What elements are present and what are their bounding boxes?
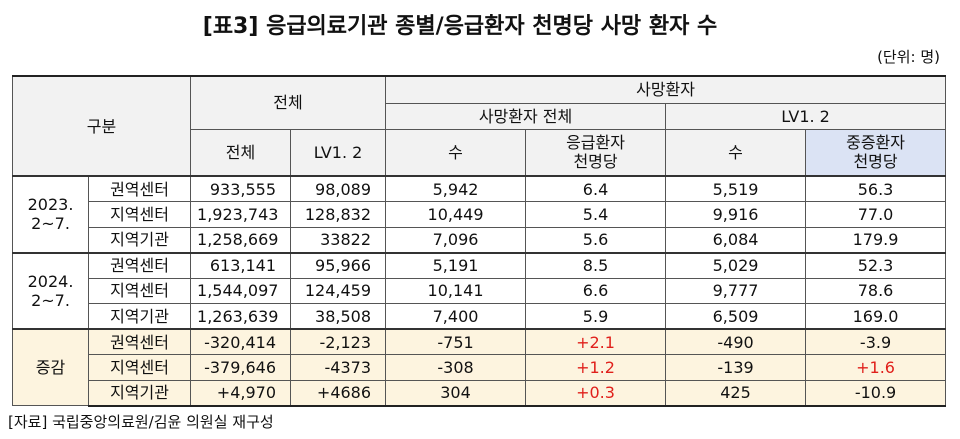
table-cell: 1,263,639: [190, 303, 292, 330]
table-cell: -2,123: [290, 328, 387, 355]
table-row: 지역센터 1,923,743 128,832 10,449 5.4 9,916 77.0: [13, 201, 947, 228]
table-cell: -139: [665, 354, 807, 381]
group-label: 2024. 2~7.: [12, 251, 89, 330]
header-cell: 사망환자 전체: [385, 102, 667, 130]
table-cell: 124,459: [290, 277, 387, 304]
table-cell: 128,832: [290, 201, 387, 228]
table-cell: 98,089: [290, 175, 387, 202]
table-cell: -10.9: [805, 379, 947, 407]
header-cell: 사망환자: [385, 75, 947, 104]
table-row: 지역기관 +4,970 +4686 304 +0.3 425 -10.9: [13, 379, 947, 407]
header-cell: 수: [665, 128, 807, 177]
table-cell: 10,141: [385, 277, 527, 304]
table-cell: 6,509: [665, 303, 807, 330]
table-cell: 78.6: [805, 277, 947, 304]
table-cell: 9,777: [665, 277, 807, 304]
header-cell: 수: [385, 128, 527, 177]
row-label: 지역기관: [87, 303, 192, 330]
table-cell: 6.6: [525, 277, 667, 304]
row-label: 지역센터: [87, 201, 192, 228]
table-cell: +1.6: [805, 354, 947, 381]
table-cell: -379,646: [190, 354, 292, 381]
table-cell: 5,029: [665, 251, 807, 279]
table-cell: +4,970: [190, 379, 292, 407]
source-note: [자료] 국립중앙의료원/김윤 의원실 재구성: [8, 413, 274, 431]
row-label: 지역센터: [87, 354, 192, 381]
table-cell: 5.4: [525, 201, 667, 228]
table-cell: 8.5: [525, 251, 667, 279]
row-label: 지역기관: [87, 379, 192, 407]
header-cell: 중증환자 천명당: [805, 128, 947, 177]
table-cell: 5,519: [665, 175, 807, 202]
table-cell: 304: [385, 379, 527, 407]
header-cell: 전체: [190, 128, 292, 177]
table-cell: 179.9: [805, 226, 947, 253]
table-cell: 1,258,669: [190, 226, 292, 253]
header-cell: 구분: [11, 75, 192, 177]
table-cell: 933,555: [190, 175, 292, 202]
table-cell: 52.3: [805, 251, 947, 279]
table-row: 지역기관 1,263,639 38,508 7,400 5.9 6,509 169.0: [13, 303, 947, 330]
table-cell: -490: [665, 328, 807, 355]
table-cell: -4373: [290, 354, 387, 381]
table-cell: 425: [665, 379, 807, 407]
table-cell: 5,942: [385, 175, 527, 202]
table-cell: -308: [385, 354, 527, 381]
header-cell: LV1. 2: [290, 128, 387, 177]
table-cell: +4686: [290, 379, 387, 407]
table-cell: 613,141: [190, 251, 292, 279]
data-table: 구분 전체 사망환자 사망환자 전체 LV1. 2 전체 LV1. 2 수 응급…: [11, 75, 947, 407]
table-cell: 10,449: [385, 201, 527, 228]
table-cell: 169.0: [805, 303, 947, 330]
row-label: 권역센터: [87, 175, 192, 202]
row-label: 지역기관: [87, 226, 192, 253]
table-cell: 95,966: [290, 251, 387, 279]
table-row: 지역센터 1,544,097 124,459 10,141 6.6 9,777 78.6: [13, 277, 947, 304]
table-cell: 38,508: [290, 303, 387, 330]
table-row: 지역기관 1,258,669 33822 7,096 5.6 6,084 179.9: [13, 226, 947, 253]
table-row: 증감 권역센터 -320,414 -2,123 -751 +2.1 -490 -3.9: [12, 328, 947, 406]
table-cell: 5.6: [525, 226, 667, 253]
table-cell: 33822: [290, 226, 387, 253]
table-cell: 1,544,097: [190, 277, 292, 304]
table-cell: -3.9: [805, 328, 947, 355]
group-label: 2023. 2~7.: [12, 175, 89, 253]
group-label: 증감: [12, 328, 89, 406]
table-cell: -320,414: [190, 328, 292, 355]
row-label: 권역센터: [87, 251, 192, 279]
table-cell: 9,916: [665, 201, 807, 228]
table-cell: -751: [385, 328, 527, 355]
table-row: 2023. 2~7. 권역센터 933,555 98,089 5,942 6.4 5,519…: [12, 175, 947, 253]
table-cell: 7,400: [385, 303, 527, 330]
table-cell: +0.3: [525, 379, 667, 407]
table-cell: 77.0: [805, 201, 947, 228]
table-cell: 5.9: [525, 303, 667, 330]
unit-note: (단위: 명): [877, 48, 940, 66]
table-cell: +1.2: [525, 354, 667, 381]
title: [표3] 응급의료기관 종별/응급환자 천명당 사망 환자 수: [202, 14, 718, 39]
table-cell: 56.3: [805, 175, 947, 202]
header-cell: 응급환자 천명당: [525, 128, 667, 177]
table-row: 2024. 2~7. 권역센터 613,141 95,966 5,191 8.5 5,029…: [12, 251, 947, 330]
table-cell: 6,084: [665, 226, 807, 253]
row-label: 지역센터: [87, 277, 192, 304]
table-cell: 6.4: [525, 175, 667, 202]
header-cell: LV1. 2: [665, 102, 947, 130]
table-row: 지역센터 -379,646 -4373 -308 +1.2 -139 +1.6: [13, 354, 947, 381]
header-cell: 전체: [190, 75, 387, 130]
row-label: 권역센터: [87, 328, 192, 355]
table-cell: 1,923,743: [190, 201, 292, 228]
table-cell: 5,191: [385, 251, 527, 279]
table-cell: +2.1: [525, 328, 667, 355]
table-cell: 7,096: [385, 226, 527, 253]
